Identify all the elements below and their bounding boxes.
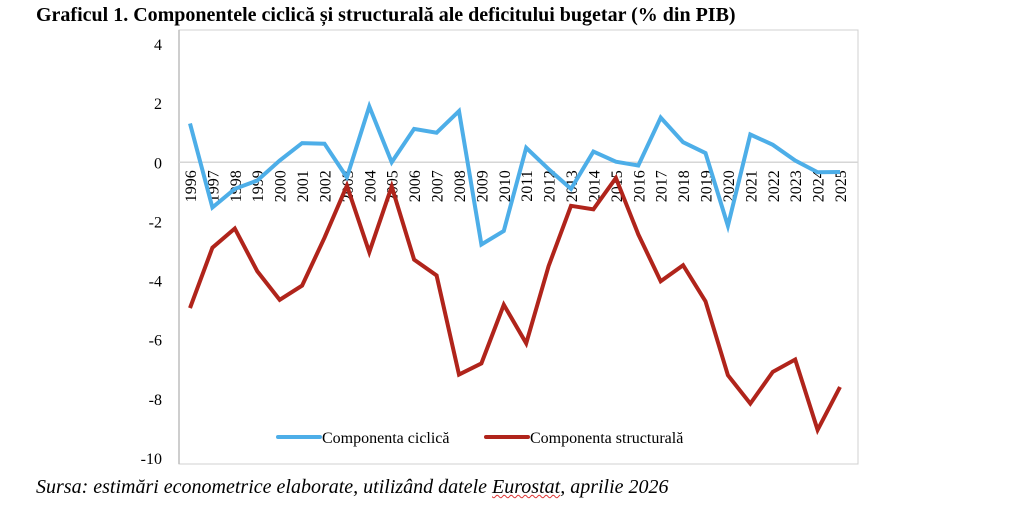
plot-frame	[178, 29, 859, 465]
x-tick-label: 2009	[474, 170, 491, 202]
x-tick-label: 1999	[250, 170, 267, 202]
legend-label: Componenta ciclică	[322, 430, 450, 447]
y-tick-label: -8	[149, 392, 162, 409]
x-tick-label: 2000	[273, 170, 290, 202]
y-tick-label: -4	[149, 274, 162, 291]
x-tick-label: 2001	[295, 170, 312, 202]
x-tick-label: 2014	[586, 170, 603, 202]
x-tick-label: 2011	[519, 170, 536, 201]
y-tick-label: 2	[154, 96, 162, 113]
x-tick-label: 2008	[452, 170, 469, 202]
source-suffix: , aprilie 2026	[560, 476, 669, 498]
x-tick-label: 2017	[654, 170, 671, 202]
legend-label: Componenta structurală	[530, 430, 683, 447]
source-link: Eurostat	[492, 476, 561, 498]
x-tick-label: 2012	[542, 170, 559, 202]
x-tick-label: 1996	[183, 170, 200, 202]
x-tick-label: 2006	[407, 170, 424, 202]
x-tick-label: 2016	[631, 170, 648, 202]
source-note: Sursa: estimări econometrice elaborate, …	[36, 476, 669, 499]
x-tick-label: 2004	[362, 170, 379, 202]
source-prefix: Sursa: estimări econometrice elaborate, …	[36, 476, 493, 498]
x-tick-label: 2007	[430, 170, 447, 202]
x-tick-label: 2024	[811, 170, 828, 202]
x-tick-label: 2002	[317, 170, 334, 202]
x-tick-label: 2021	[743, 170, 760, 202]
y-tick-label: -10	[141, 451, 162, 468]
y-tick-label: -6	[149, 333, 162, 350]
series-line-ciclica	[188, 100, 841, 248]
y-tick-label: 0	[154, 155, 162, 172]
x-tick-label: 2025	[833, 170, 850, 202]
x-tick-label: 2023	[788, 170, 805, 202]
x-tick-label: 2018	[676, 170, 693, 202]
x-tick-label: 2010	[497, 170, 514, 202]
y-tick-label: 4	[154, 37, 162, 54]
y-tick-label: -2	[149, 214, 162, 231]
x-tick-label: 2022	[766, 170, 783, 202]
chart-title: Graficul 1. Componentele ciclică și stru…	[36, 4, 736, 26]
series-line-structurala	[188, 173, 842, 436]
